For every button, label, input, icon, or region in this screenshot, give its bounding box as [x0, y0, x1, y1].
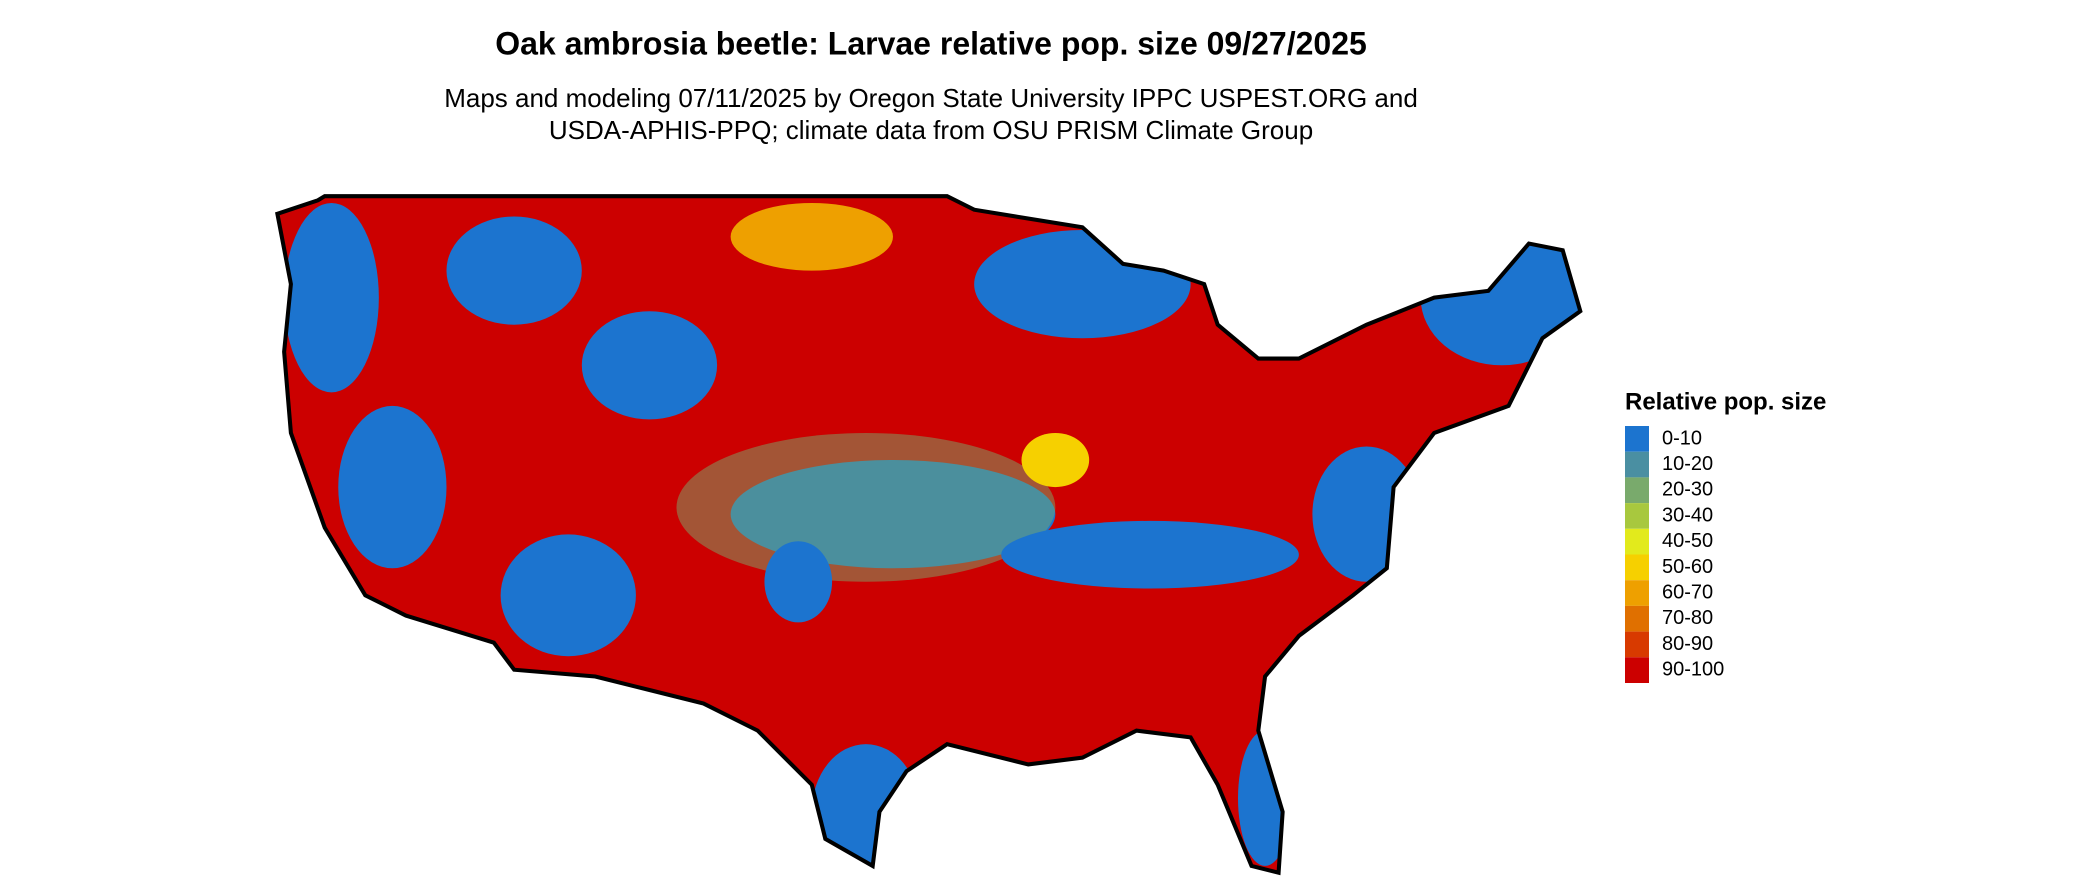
map-fill: [277, 196, 1581, 873]
region: [974, 230, 1191, 339]
legend-label: 30-40: [1662, 504, 1713, 526]
region: [1021, 432, 1090, 488]
legend-swatch: [1625, 631, 1649, 658]
region: [1312, 446, 1421, 582]
region: [581, 311, 718, 420]
legend-swatch: [1625, 503, 1649, 529]
legend-swatch: [1625, 528, 1649, 555]
region: [446, 216, 582, 325]
region: [676, 432, 1056, 582]
legend-label: 60-70: [1662, 581, 1713, 603]
legend-swatch: [1625, 451, 1649, 478]
region: [284, 202, 379, 393]
legend-swatch: [1625, 657, 1649, 683]
legend-swatch: [1625, 477, 1649, 504]
region: [1001, 520, 1299, 589]
legend-label: 10-20: [1662, 453, 1713, 475]
legend-swatch: [1625, 554, 1649, 581]
legend-label: 40-50: [1662, 530, 1713, 552]
subtitle: USDA-APHIS-PPQ; climate data from OSU PR…: [549, 115, 1313, 145]
legend-label: 90-100: [1662, 659, 1724, 681]
region: [500, 534, 636, 657]
region: [811, 744, 921, 873]
legend-swatch: [1625, 605, 1649, 632]
legend-label: 20-30: [1662, 479, 1713, 501]
legend-label: 80-90: [1662, 633, 1713, 655]
region: [338, 405, 447, 569]
legend-label: 70-80: [1662, 607, 1713, 629]
map: [271, 189, 1597, 892]
legend: 0-10 10-20 20-30 30-40 40-50 50-60 60-70 70-80 8…: [1625, 426, 1724, 683]
legend-title: Relative pop. size: [1625, 388, 1826, 415]
legend-swatch: [1625, 426, 1649, 452]
region: [764, 541, 833, 623]
region: [730, 202, 893, 271]
subtitle: Maps and modeling 07/11/2025 by Oregon S…: [444, 83, 1418, 113]
legend-label: 50-60: [1662, 556, 1713, 578]
title: Oak ambrosia beetle: Larvae relative pop…: [495, 25, 1367, 61]
legend-swatch: [1625, 580, 1649, 606]
legend-label: 0-10: [1662, 427, 1702, 449]
